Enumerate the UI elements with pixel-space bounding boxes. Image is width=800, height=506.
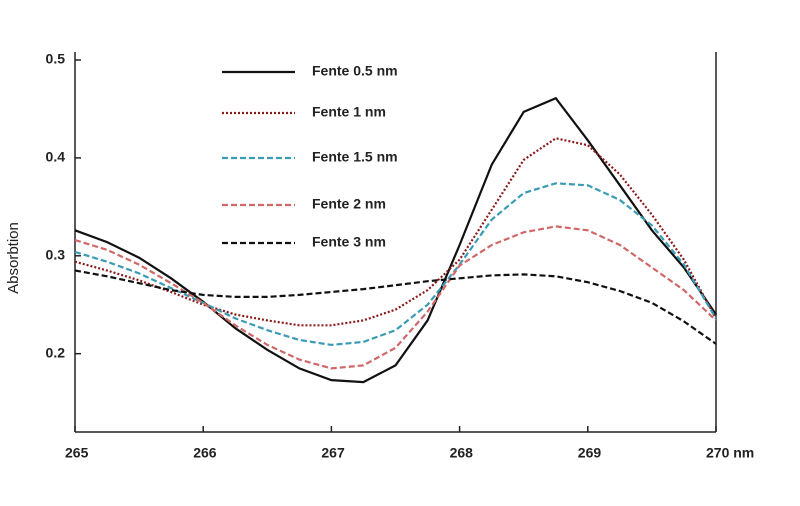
line-series (74, 269, 717, 345)
y-tick-label: 0.3 (46, 246, 66, 262)
legend-label: Fente 1.5 nm (312, 149, 398, 165)
y-tick-label: 0.5 (46, 51, 66, 67)
legend-label: Fente 0.5 nm (312, 63, 398, 79)
x-tick-label: 267 (321, 445, 345, 461)
x-tick-label: 270 nm (706, 445, 754, 461)
line-series (74, 96, 717, 384)
line-series (74, 182, 717, 347)
y-tick-label: 0.4 (46, 149, 66, 165)
y-axis-label: Absorbtion (5, 222, 22, 294)
legend-label: Fente 3 nm (312, 234, 386, 250)
legend-label: Fente 1 nm (312, 104, 386, 120)
line-series (74, 225, 717, 370)
x-tick-label: 268 (450, 445, 474, 461)
x-tick-label: 265 (65, 445, 89, 461)
x-tick-label: 266 (193, 445, 217, 461)
legend-label: Fente 2 nm (312, 196, 386, 212)
line-series (74, 137, 717, 327)
y-tick-label: 0.2 (46, 344, 66, 360)
x-tick-label: 269 (578, 445, 602, 461)
